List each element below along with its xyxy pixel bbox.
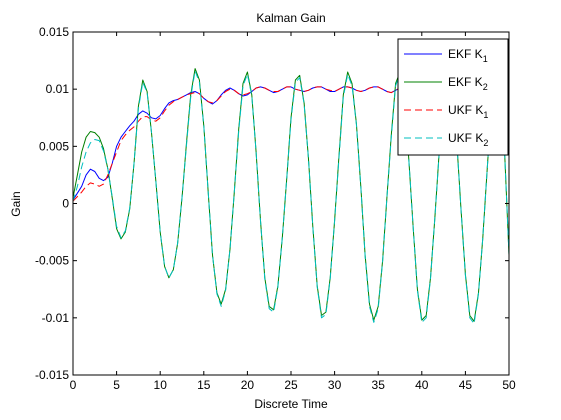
y-tick-label: -0.01 — [42, 311, 70, 325]
axes-layer: 0 5 10 15 20 25 30 35 40 45 50 -0.015 -0.01 -0.005 0 0.… — [35, 25, 516, 392]
x-tick-label: 5 — [113, 378, 120, 392]
x-tick-label: 45 — [459, 378, 473, 392]
x-tick-label: 35 — [372, 378, 386, 392]
y-axis-label: Gain — [9, 191, 23, 216]
legend-box — [397, 38, 509, 156]
legend-entry-label: UKF K1 — [448, 103, 488, 120]
y-tick-label: 0.005 — [39, 139, 69, 153]
x-tick-label: 40 — [415, 378, 429, 392]
y-tick-label: 0.015 — [39, 25, 69, 39]
series-line-ukf-k2 — [73, 70, 509, 325]
y-tick-label: 0.01 — [46, 82, 70, 96]
plot-frame — [72, 31, 510, 376]
chart-title: Kalman Gain — [256, 11, 325, 25]
x-tick-label: 20 — [241, 378, 255, 392]
series-line-ukf-k1 — [73, 86, 509, 202]
legend-entry-label: EKF K2 — [448, 75, 488, 92]
x-tick-label: 50 — [502, 378, 516, 392]
x-tick-label: 10 — [154, 378, 168, 392]
legend: EKF K1 EKF K2 UKF K1 UKF K2 — [397, 38, 509, 156]
x-tick-label: 15 — [197, 378, 211, 392]
legend-entry-label: UKF K2 — [448, 131, 488, 148]
y-tick-label: 0 — [62, 197, 69, 211]
legend-entry-label: EKF K1 — [448, 47, 488, 64]
y-tick-label: -0.005 — [35, 254, 69, 268]
y-tick-label: -0.015 — [35, 368, 69, 382]
x-tick-label: 25 — [284, 378, 298, 392]
x-axis-label: Discrete Time — [254, 397, 328, 411]
x-tick-label: 30 — [328, 378, 342, 392]
x-tick-label: 0 — [70, 378, 77, 392]
